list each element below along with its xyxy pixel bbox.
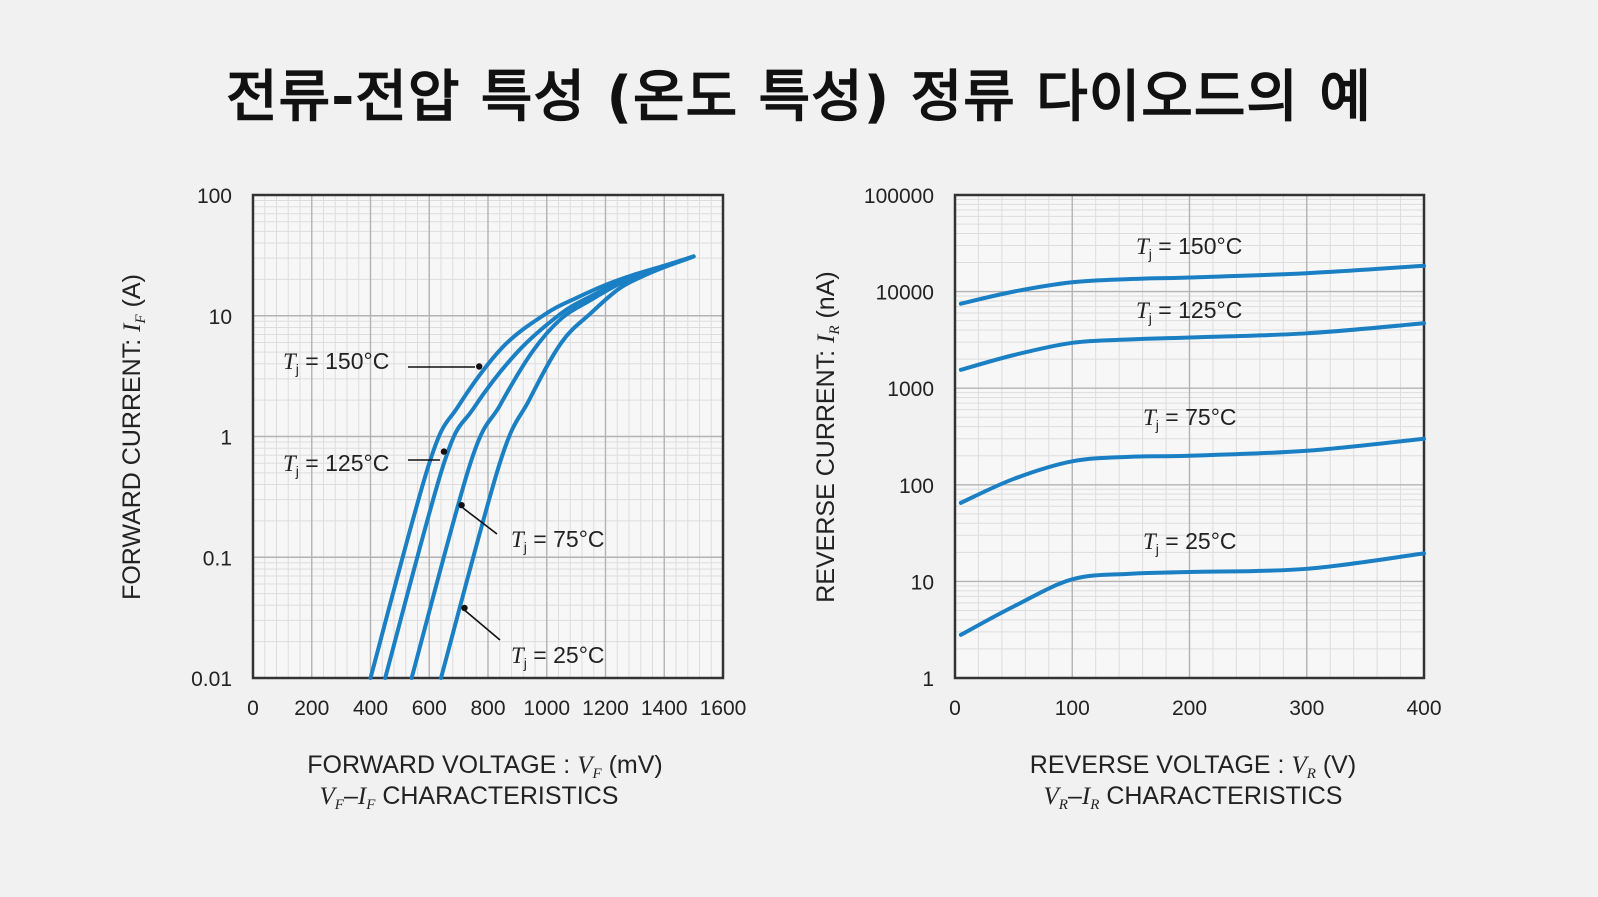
x-tick-label: 800 (470, 697, 505, 720)
annotation-label: Tj = 25°C (1143, 528, 1237, 557)
series-line-1 (958, 321, 1426, 372)
y-tick-label: 1 (220, 427, 232, 450)
plot-frame (251, 193, 725, 680)
y-tick-label: 10000 (876, 282, 934, 305)
x-tick-label: 1600 (700, 697, 747, 720)
x-tick-label: 0 (949, 697, 961, 720)
annotation-dot (458, 501, 465, 509)
x-tick-label: 1200 (582, 697, 629, 720)
series-line-2 (958, 436, 1426, 505)
x-tick-label: 1000 (523, 697, 570, 720)
annotation-dot (475, 363, 483, 370)
x-axis-label: REVERSE VOLTAGE : VR (V) (1030, 751, 1356, 782)
annotation-label: Tj = 75°C (511, 526, 605, 555)
chart-reverse: 0 100 200 300 400 100000 10000 1000 100 10 1 Tj = 1… (812, 185, 1442, 813)
y-tick-label: 0.1 (203, 547, 232, 570)
annotation-label: Tj = 125°C (283, 450, 389, 479)
series-line-0 (958, 263, 1426, 306)
x-tick-label: 100 (1055, 697, 1090, 720)
y-tick-label: 0.01 (191, 668, 232, 691)
chart-forward: 0 200 400 600 800 1000 1200 1400 1600 100 10 1 0.1 0.… (118, 185, 746, 813)
x-tick-label: 600 (412, 697, 447, 720)
series-line-3 (958, 551, 1426, 637)
series-line-3 (439, 254, 696, 680)
x-tick-label: 400 (353, 697, 388, 720)
y-tick-label: 100 (899, 475, 934, 498)
y-axis-label: FORWARD CURRENT: IF (A) (118, 274, 149, 600)
annotation-leader (461, 607, 501, 641)
x-axis-label: FORWARD VOLTAGE : VF (mV) (307, 751, 663, 782)
y-tick-label: 1000 (887, 378, 934, 401)
plot-frame (953, 193, 1426, 680)
x-tick-label: 200 (1172, 697, 1207, 720)
x-tick-label: 200 (294, 697, 329, 720)
y-tick-label: 10 (911, 571, 934, 594)
y-tick-label: 100 (197, 185, 232, 208)
chart-caption: VF–IF CHARACTERISTICS (320, 782, 619, 813)
annotation-dot (461, 604, 468, 612)
y-tick-label: 10 (209, 306, 232, 329)
y-tick-label: 1 (922, 668, 934, 691)
annotation-label: Tj = 125°C (1136, 297, 1242, 326)
annotation-label: Tj = 75°C (1143, 404, 1237, 433)
annotation-leader (462, 507, 498, 535)
x-tick-label: 400 (1406, 697, 1441, 720)
annotation-dot (440, 448, 448, 455)
y-tick-label: 100000 (864, 185, 934, 208)
y-axis-label: REVERSE CURRENT: IR (nA) (812, 271, 843, 602)
page-title: 전류-전압 특성 (온도 특성) 정류 다이오드의 예 (226, 65, 1372, 130)
annotation-label: Tj = 150°C (1136, 233, 1242, 262)
chart-caption: VR–IR CHARACTERISTICS (1044, 782, 1343, 813)
annotation-label: Tj = 25°C (511, 642, 605, 671)
x-tick-label: 300 (1289, 697, 1324, 720)
x-tick-label: 0 (247, 697, 259, 720)
x-tick-label: 1400 (641, 697, 688, 720)
annotation-label: Tj = 150°C (283, 348, 389, 377)
